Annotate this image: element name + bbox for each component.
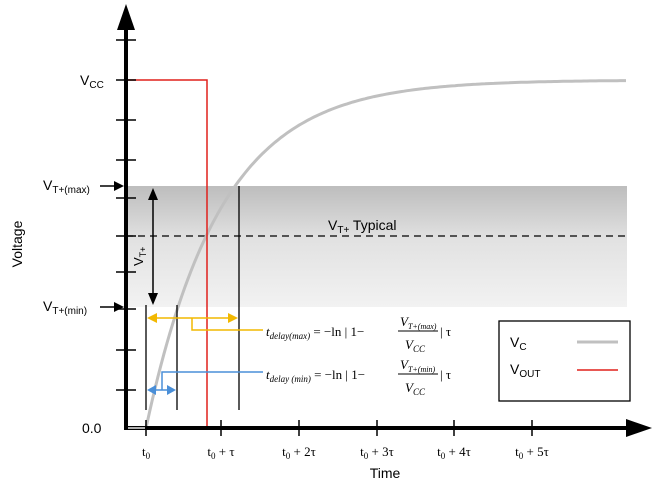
svg-text:VT+(min): VT+(min) (400, 357, 435, 374)
svg-text:tdelay(max) = −ln | 1−: tdelay(max) = −ln | 1− (266, 324, 364, 341)
typical-threshold-label: VT+ Typical (328, 217, 397, 236)
svg-text:tdelay (min) = −ln | 1−: tdelay (min) = −ln | 1− (266, 367, 365, 384)
legend-label-vout: VOUT (510, 361, 540, 380)
svg-text:VT+(max): VT+(max) (400, 314, 437, 331)
delay-max-formula: tdelay(max) = −ln | 1− VT+(max) VCC | τ (266, 314, 451, 354)
legend-label-vc: VC (510, 334, 527, 353)
x-tick-label: t0 + 3τ (360, 444, 394, 461)
x-tick-label: t0 + 5τ (515, 444, 549, 461)
y-axis-ticks (116, 39, 136, 391)
delay-max-arrow (150, 317, 263, 331)
vt-max-label: VT+(max) (43, 177, 90, 196)
vt-max-pointer-arrow-icon (114, 181, 124, 191)
svg-text:VCC: VCC (405, 337, 426, 354)
x-tick-label: t0 + 2τ (282, 444, 316, 461)
vt-span-label: VT+ (131, 247, 148, 266)
threshold-band (126, 186, 627, 307)
vc-curve (144, 79, 626, 429)
vcc-label: VCC (80, 72, 104, 91)
svg-text:VCC: VCC (405, 380, 426, 397)
origin-label: 0.0 (82, 420, 102, 436)
x-tick-labels: t0 t0 + τ t0 + 2τ t0 + 3τ t0 + 4τ t0 + 5… (142, 444, 549, 461)
delay-min-formula: tdelay (min) = −ln | 1− VT+(min) VCC | τ (266, 357, 451, 397)
y-axis-arrow-icon (117, 4, 135, 30)
y-axis-label: Voltage (9, 220, 25, 267)
x-tick-label: t0 (142, 444, 151, 461)
delay-max-arrow-right-icon (228, 313, 238, 323)
vt-span-arrow-up-icon (148, 188, 158, 200)
vt-min-pointer-arrow-icon (114, 302, 124, 312)
svg-text:| τ: | τ (440, 324, 451, 339)
delay-min-arrow-right-icon (167, 385, 176, 395)
delay-max-arrow-left-icon (147, 313, 157, 323)
legend-box (498, 320, 631, 402)
x-axis-ticks (145, 420, 533, 436)
x-tick-label: t0 + 4τ (437, 444, 471, 461)
legend: VC VOUT (498, 320, 631, 402)
vt-span-arrow-down-icon (148, 293, 158, 305)
x-axis-arrow-icon (626, 419, 652, 437)
vt-min-label: VT+(min) (43, 298, 87, 317)
x-tick-label: t0 + τ (207, 444, 234, 461)
svg-text:| τ: | τ (440, 367, 451, 382)
x-axis-label: Time (370, 465, 401, 481)
delay-min-arrow-left-icon (147, 385, 156, 395)
